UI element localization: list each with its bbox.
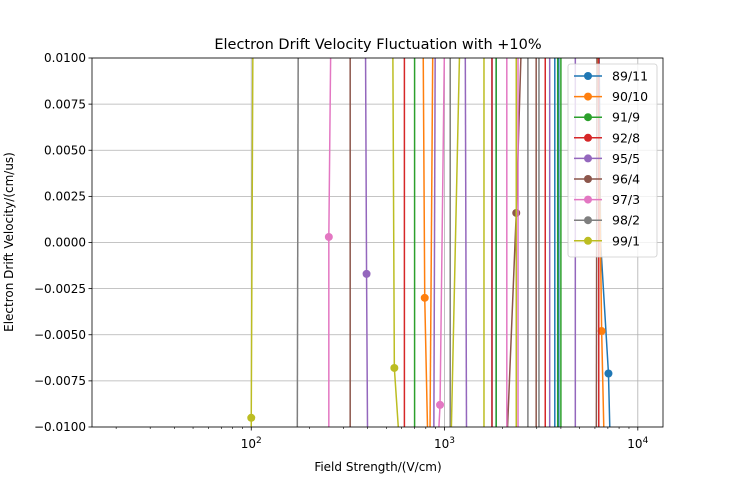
y-tick-label: 0.0050	[44, 143, 86, 157]
y-tick-label: 0.0100	[44, 51, 86, 65]
legend-frame	[567, 63, 658, 258]
legend-item-99-1: 99/1	[574, 233, 640, 248]
legend-swatch-marker	[584, 236, 592, 245]
legend-label: 98/2	[612, 213, 640, 228]
legend-item-92-8: 92/8	[574, 130, 640, 145]
legend-item-90-10: 90/10	[574, 89, 648, 104]
legend-swatch-marker	[584, 113, 592, 122]
legend-label: 95/5	[612, 151, 640, 166]
y-tick-label: 0.0000	[44, 236, 86, 250]
data-point-95-5	[362, 269, 371, 278]
legend-swatch-marker	[584, 133, 592, 142]
legend-label: 99/1	[612, 233, 640, 248]
legend-label: 92/8	[612, 130, 640, 145]
legend: 89/11 90/10 91/9 92/8 95/5 96/4 97/3 98/2 99/1	[567, 63, 658, 258]
x-tick-label: 102	[241, 436, 262, 451]
data-point-89-11	[604, 369, 613, 378]
legend-swatch-marker	[584, 92, 592, 101]
series-99-1	[247, 58, 517, 427]
y-tick-label: −0.0075	[34, 374, 86, 388]
data-point-97-3	[324, 232, 333, 241]
legend-swatch-marker	[584, 72, 592, 80]
legend-label: 96/4	[612, 172, 640, 187]
y-axis-ticks: 0.0100 0.0075 0.0050 0.0025 0.0000 −0.0025 −0.…	[34, 51, 92, 434]
y-tick-label: −0.0025	[34, 282, 86, 296]
legend-swatch-marker	[584, 195, 592, 204]
x-tick-label: 103	[434, 436, 455, 451]
series-line-95-5	[464, 58, 468, 427]
legend-label: 97/3	[612, 192, 640, 207]
y-tick-label: −0.0100	[34, 420, 86, 434]
data-point-90-10	[597, 327, 606, 336]
legend-swatch-marker	[584, 175, 592, 183]
legend-label: 91/9	[612, 110, 640, 125]
data-point-90-10	[420, 293, 429, 302]
legend-item-98-2: 98/2	[574, 213, 640, 228]
legend-swatch-marker	[584, 154, 592, 163]
series-98-2	[296, 58, 540, 427]
legend-label: 90/10	[612, 89, 648, 104]
y-tick-label: 0.0025	[44, 190, 86, 204]
y-tick-label: −0.0050	[34, 328, 86, 342]
x-axis-ticks: 102 103 104	[115, 427, 649, 451]
series-97-3	[324, 58, 519, 427]
legend-item-89-11: 89/11	[574, 69, 648, 84]
legend-swatch-marker	[584, 216, 592, 225]
legend-item-97-3: 97/3	[574, 192, 640, 207]
data-point-97-3	[436, 400, 445, 409]
y-tick-label: 0.0075	[44, 97, 86, 111]
legend-item-95-5: 95/5	[574, 151, 640, 166]
x-axis-label: Field Strength/(V/cm)	[314, 460, 441, 474]
legend-label: 89/11	[612, 69, 648, 84]
series-line-95-5	[433, 58, 436, 427]
legend-item-96-4: 96/4	[574, 172, 640, 187]
series-91-9	[413, 58, 562, 427]
legend-item-91-9: 91/9	[574, 110, 640, 125]
data-point-99-1	[390, 363, 399, 372]
chart-title: Electron Drift Velocity Fluctuation with…	[214, 37, 541, 53]
data-point-99-1	[247, 413, 256, 422]
series-line-99-1	[450, 58, 461, 427]
series-line-90-10	[429, 58, 434, 427]
x-tick-label: 104	[627, 436, 648, 451]
y-axis-label: Electron Drift Velocity/(cm/us)	[2, 152, 16, 332]
series-line-98-2	[296, 58, 299, 427]
